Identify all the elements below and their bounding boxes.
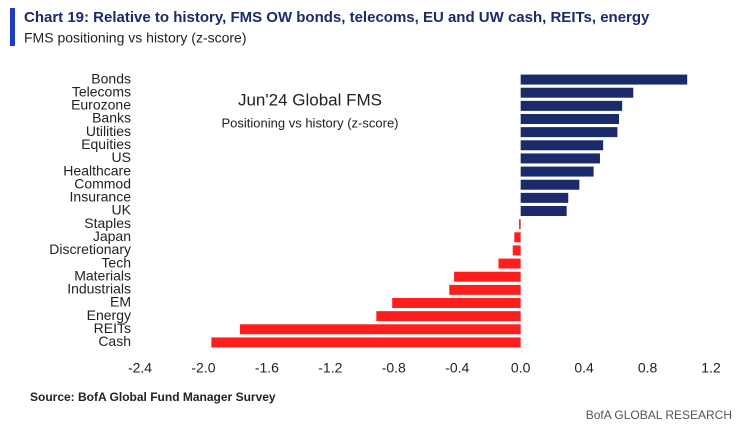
y-tick-label: Healthcare: [63, 162, 131, 178]
bar: [520, 153, 600, 164]
bar: [449, 284, 521, 295]
bar: [520, 127, 618, 138]
bar: [520, 179, 580, 190]
bar: [376, 311, 521, 322]
brand: BofA GLOBAL RESEARCH: [586, 408, 732, 422]
bar: [519, 219, 521, 230]
bar: [211, 337, 521, 348]
source: Source: BofA Global Fund Manager Survey: [30, 390, 276, 404]
y-tick-label: REITs: [94, 320, 131, 336]
bar: [520, 74, 688, 85]
x-tick-label: 0.4: [574, 360, 594, 376]
y-tick-label: EM: [110, 294, 131, 310]
x-tick-label: 0.0: [511, 360, 531, 376]
bar: [520, 100, 623, 111]
x-tick-label: -1.2: [318, 360, 342, 376]
y-tick-label: Staples: [84, 215, 131, 231]
bar: [514, 232, 521, 243]
y-tick-label: Energy: [87, 307, 131, 323]
y-tick-label: Equities: [81, 136, 131, 152]
y-tick-label: Bonds: [91, 70, 131, 86]
x-tick-label: -2.4: [128, 360, 152, 376]
y-tick-label: Materials: [74, 267, 131, 283]
x-tick-label: -2.0: [191, 360, 215, 376]
y-tick-label: Industrials: [67, 281, 131, 297]
bar: [520, 114, 620, 124]
y-tick-label: Commod: [74, 175, 131, 191]
bar: [512, 245, 521, 256]
y-tick-label: Tech: [101, 254, 131, 270]
annotation-subtitle: Positioning vs history (z-score): [222, 115, 399, 130]
chart-subtitle: FMS positioning vs history (z-score): [24, 30, 247, 46]
y-tick-label: Cash: [98, 333, 131, 349]
chart-title: Chart 19: Relative to history, FMS OW bo…: [24, 9, 650, 26]
x-tick-label: 1.2: [701, 360, 721, 376]
bar: [498, 258, 521, 269]
y-tick-label: Eurozone: [71, 97, 131, 113]
bar: [520, 206, 567, 216]
y-tick-label: Telecoms: [72, 83, 131, 99]
y-tick-label: Banks: [92, 110, 131, 126]
y-tick-label: Insurance: [70, 189, 132, 205]
bar: [239, 324, 521, 335]
y-tick-label: Japan: [93, 228, 131, 244]
bar: [520, 192, 569, 203]
y-tick-label: Discretionary: [49, 241, 131, 257]
bar: [520, 87, 634, 98]
bar: [520, 166, 594, 177]
x-tick-label: -0.4: [445, 360, 469, 376]
x-tick-label: 0.8: [638, 360, 658, 376]
x-tick-label: -0.8: [382, 360, 406, 376]
y-tick-label: UK: [112, 202, 132, 218]
x-tick-label: -1.6: [255, 360, 279, 376]
title-accent: [10, 8, 15, 46]
bar: [454, 271, 521, 282]
y-tick-label: Utilities: [86, 123, 131, 139]
annotation-title: Jun'24 Global FMS: [238, 90, 382, 109]
bar: [520, 140, 604, 151]
bar: [392, 298, 521, 308]
y-tick-label: US: [112, 149, 131, 165]
